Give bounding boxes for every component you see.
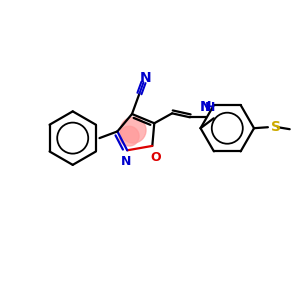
Circle shape (119, 126, 139, 146)
Text: N: N (121, 155, 131, 168)
Text: N: N (200, 100, 212, 114)
Circle shape (120, 117, 146, 143)
Text: S: S (271, 120, 281, 134)
Text: O: O (150, 151, 160, 164)
Text: H: H (205, 101, 215, 114)
Text: N: N (140, 71, 151, 85)
